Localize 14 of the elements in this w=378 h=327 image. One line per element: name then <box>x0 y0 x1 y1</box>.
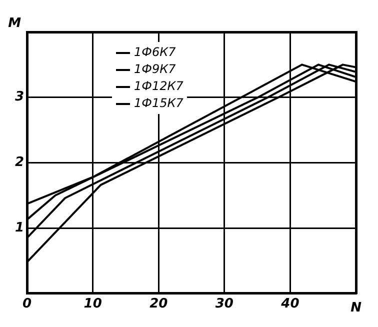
x-tick-label: 0 <box>22 296 32 312</box>
x-axis-title: N <box>350 300 362 316</box>
x-tick-label: 20 <box>150 296 168 312</box>
y-tick-label: 3 <box>15 90 24 105</box>
x-tick-label: 30 <box>215 296 234 312</box>
legend-label: 1Ф12К7 <box>134 78 184 95</box>
x-tick-label: 40 <box>280 296 300 312</box>
legend-label: 1Ф9К7 <box>134 61 176 78</box>
legend-label: 1Ф6К7 <box>134 44 176 61</box>
y-axis-title: M <box>8 16 22 31</box>
y-tick-label: 2 <box>15 155 24 170</box>
x-tick-label: 10 <box>84 296 102 312</box>
y-tick-label: 1 <box>15 220 24 236</box>
legend-label: 1Ф15К7 <box>134 95 184 112</box>
